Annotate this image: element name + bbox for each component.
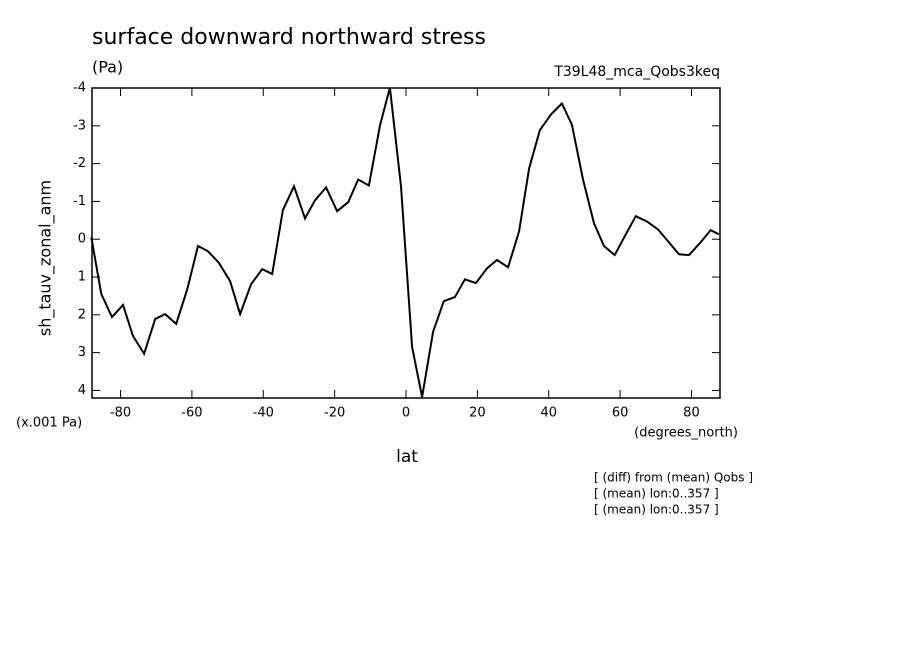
x-axis-label: lat [396, 447, 418, 467]
note: [ (diff) from (mean) Qobs ] [594, 471, 753, 485]
y-tick-label: 1 [78, 270, 86, 285]
y-tick-label: 2 [78, 307, 86, 322]
x-tick-label: 0 [402, 406, 410, 421]
chart-title: surface downward northward stress [92, 25, 486, 50]
y-tick-label: 4 [78, 383, 86, 398]
y-tick-label: -1 [73, 194, 86, 209]
y-tick-label: -4 [73, 81, 86, 96]
x-tick-label: 40 [540, 406, 557, 421]
y-tick-label: -2 [73, 156, 86, 171]
y-units: (x.001 Pa) [16, 416, 82, 431]
x-tick-label: 60 [612, 406, 629, 421]
x-units: (degrees_north) [634, 426, 738, 441]
x-tick-label: -40 [253, 406, 274, 421]
y-tick-label: -3 [73, 118, 86, 133]
x-tick-label: -80 [110, 406, 131, 421]
x-tick-label: -20 [324, 406, 345, 421]
y-tick-label: 0 [78, 232, 86, 247]
y-axis-label: sh_tauv_zonal_anm [36, 180, 56, 336]
chart-subtitle: (Pa) [92, 58, 123, 77]
x-tick-label: 20 [469, 406, 486, 421]
note: [ (mean) lon:0..357 ] [594, 487, 719, 501]
data-line [90, 87, 720, 398]
x-tick-label: -60 [181, 406, 202, 421]
run-label: T39L48_mca_Qobs3keq [553, 64, 720, 80]
plot-frame [91, 87, 721, 399]
y-tick-label: 3 [78, 345, 86, 360]
x-tick-label: 80 [683, 406, 700, 421]
note: [ (mean) lon:0..357 ] [594, 503, 719, 517]
